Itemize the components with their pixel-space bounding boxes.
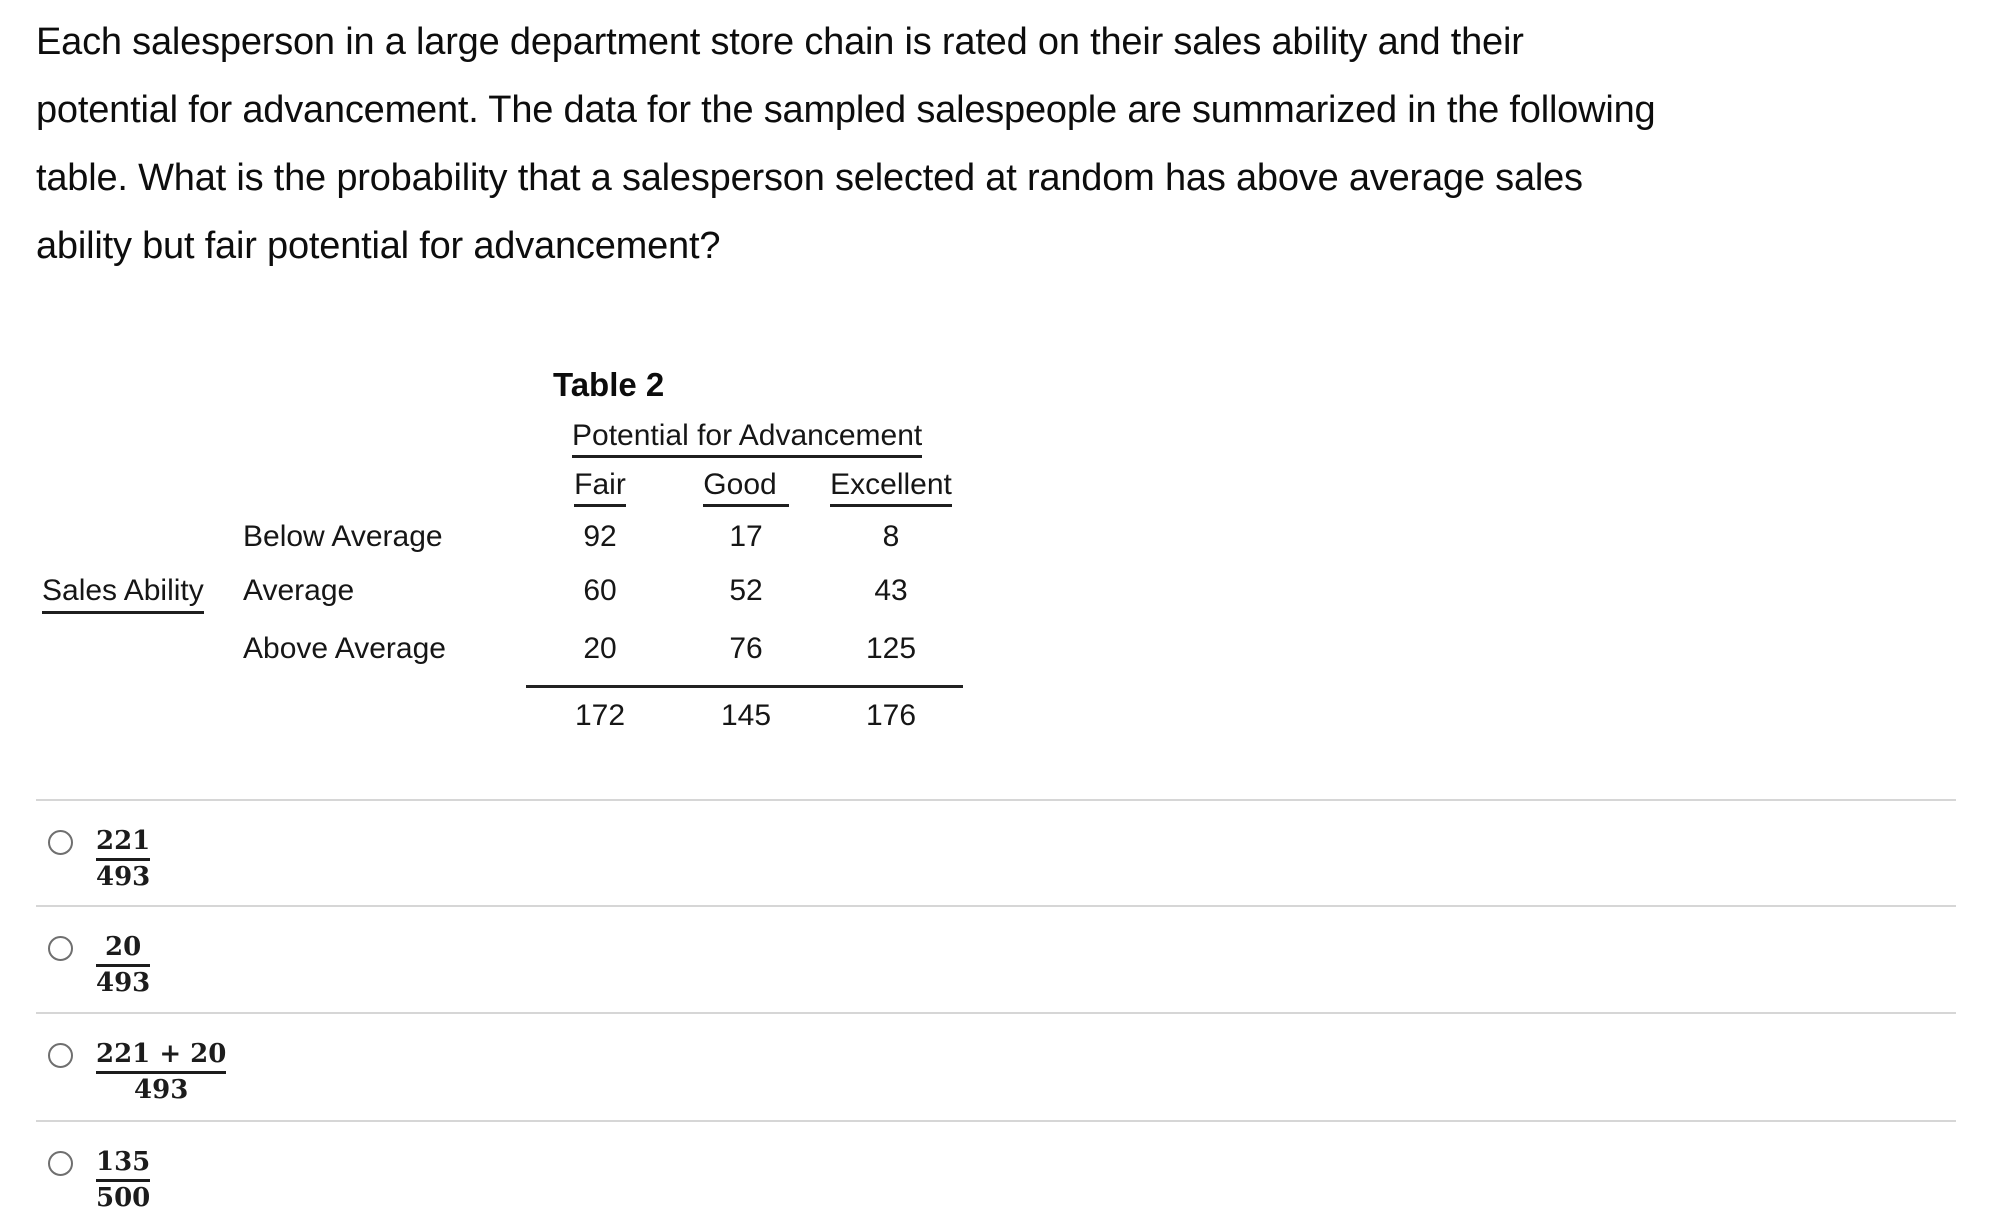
fraction-denominator: 493 [96,968,151,998]
answer-option-2[interactable]: 20 493 [36,907,1956,1009]
question-text: Each salesperson in a large department s… [36,8,1976,280]
table-cell: 17 [729,520,763,553]
fraction-denominator: 493 [96,862,151,892]
column-total: 145 [720,699,772,732]
fraction-denominator: 493 [134,1075,189,1105]
radio-button[interactable] [48,936,73,961]
fraction-bar [96,1179,151,1182]
row-label-above-average: Above Average [243,632,446,665]
radio-button[interactable] [48,1043,73,1068]
column-group-header: Potential for Advancement [572,419,923,458]
table-cell: 76 [729,632,763,665]
fraction: 20 493 [93,933,153,998]
radio-button[interactable] [48,830,73,855]
fraction-numerator: 20 [105,932,142,962]
fraction-numerator: 221 [96,826,151,856]
fraction: 221 + 20 493 [93,1040,229,1105]
table-cell: 20 [583,632,617,665]
row-label-average: Average [243,574,355,607]
fraction-numerator: 221 + 20 [96,1039,227,1069]
option-divider [36,1012,1956,1014]
column-header-label: Excellent [830,468,952,507]
fraction: 135 500 [93,1148,153,1213]
row-group-header: Sales Ability [42,574,204,614]
table-cell: 8 [882,520,900,553]
answer-option-1[interactable]: 221 493 [36,801,1956,903]
table-cell: 92 [583,520,617,553]
column-header-label: Fair [574,468,626,507]
fraction-bar [96,964,151,967]
column-total: 172 [574,699,626,732]
fraction-denominator: 500 [96,1183,151,1213]
column-header-excellent: Excellent [821,468,961,507]
table-cell: 52 [729,574,763,607]
fraction-bar [96,1071,227,1074]
radio-button[interactable] [48,1151,73,1176]
fraction-numerator: 135 [96,1147,151,1177]
column-header-fair: Fair [530,468,670,507]
fraction-bar [96,858,151,861]
answer-option-4[interactable]: 135 500 [36,1122,1956,1224]
option-divider [36,799,1956,801]
option-divider [36,905,1956,907]
option-divider [36,1120,1956,1122]
row-group-header-label: Sales Ability [42,574,204,614]
column-group-header-label: Potential for Advancement [572,419,923,458]
question-line: ability but fair potential for advanceme… [36,225,721,267]
table-cell: 43 [874,574,908,607]
question-line: potential for advancement. The data for … [36,89,1656,131]
table-title: Table 2 [553,366,665,403]
answer-option-3[interactable]: 221 + 20 493 [36,1014,1956,1116]
table-cell: 60 [583,574,617,607]
question-line: Each salesperson in a large department s… [36,21,1524,63]
totals-rule [526,685,963,688]
question-line: table. What is the probability that a sa… [36,157,1583,199]
column-total: 176 [865,699,917,732]
row-label-below-average: Below Average [243,520,443,553]
column-header-label: Good [703,468,789,507]
fraction: 221 493 [93,827,153,892]
column-header-good: Good [676,468,816,507]
table-cell: 125 [865,632,917,665]
